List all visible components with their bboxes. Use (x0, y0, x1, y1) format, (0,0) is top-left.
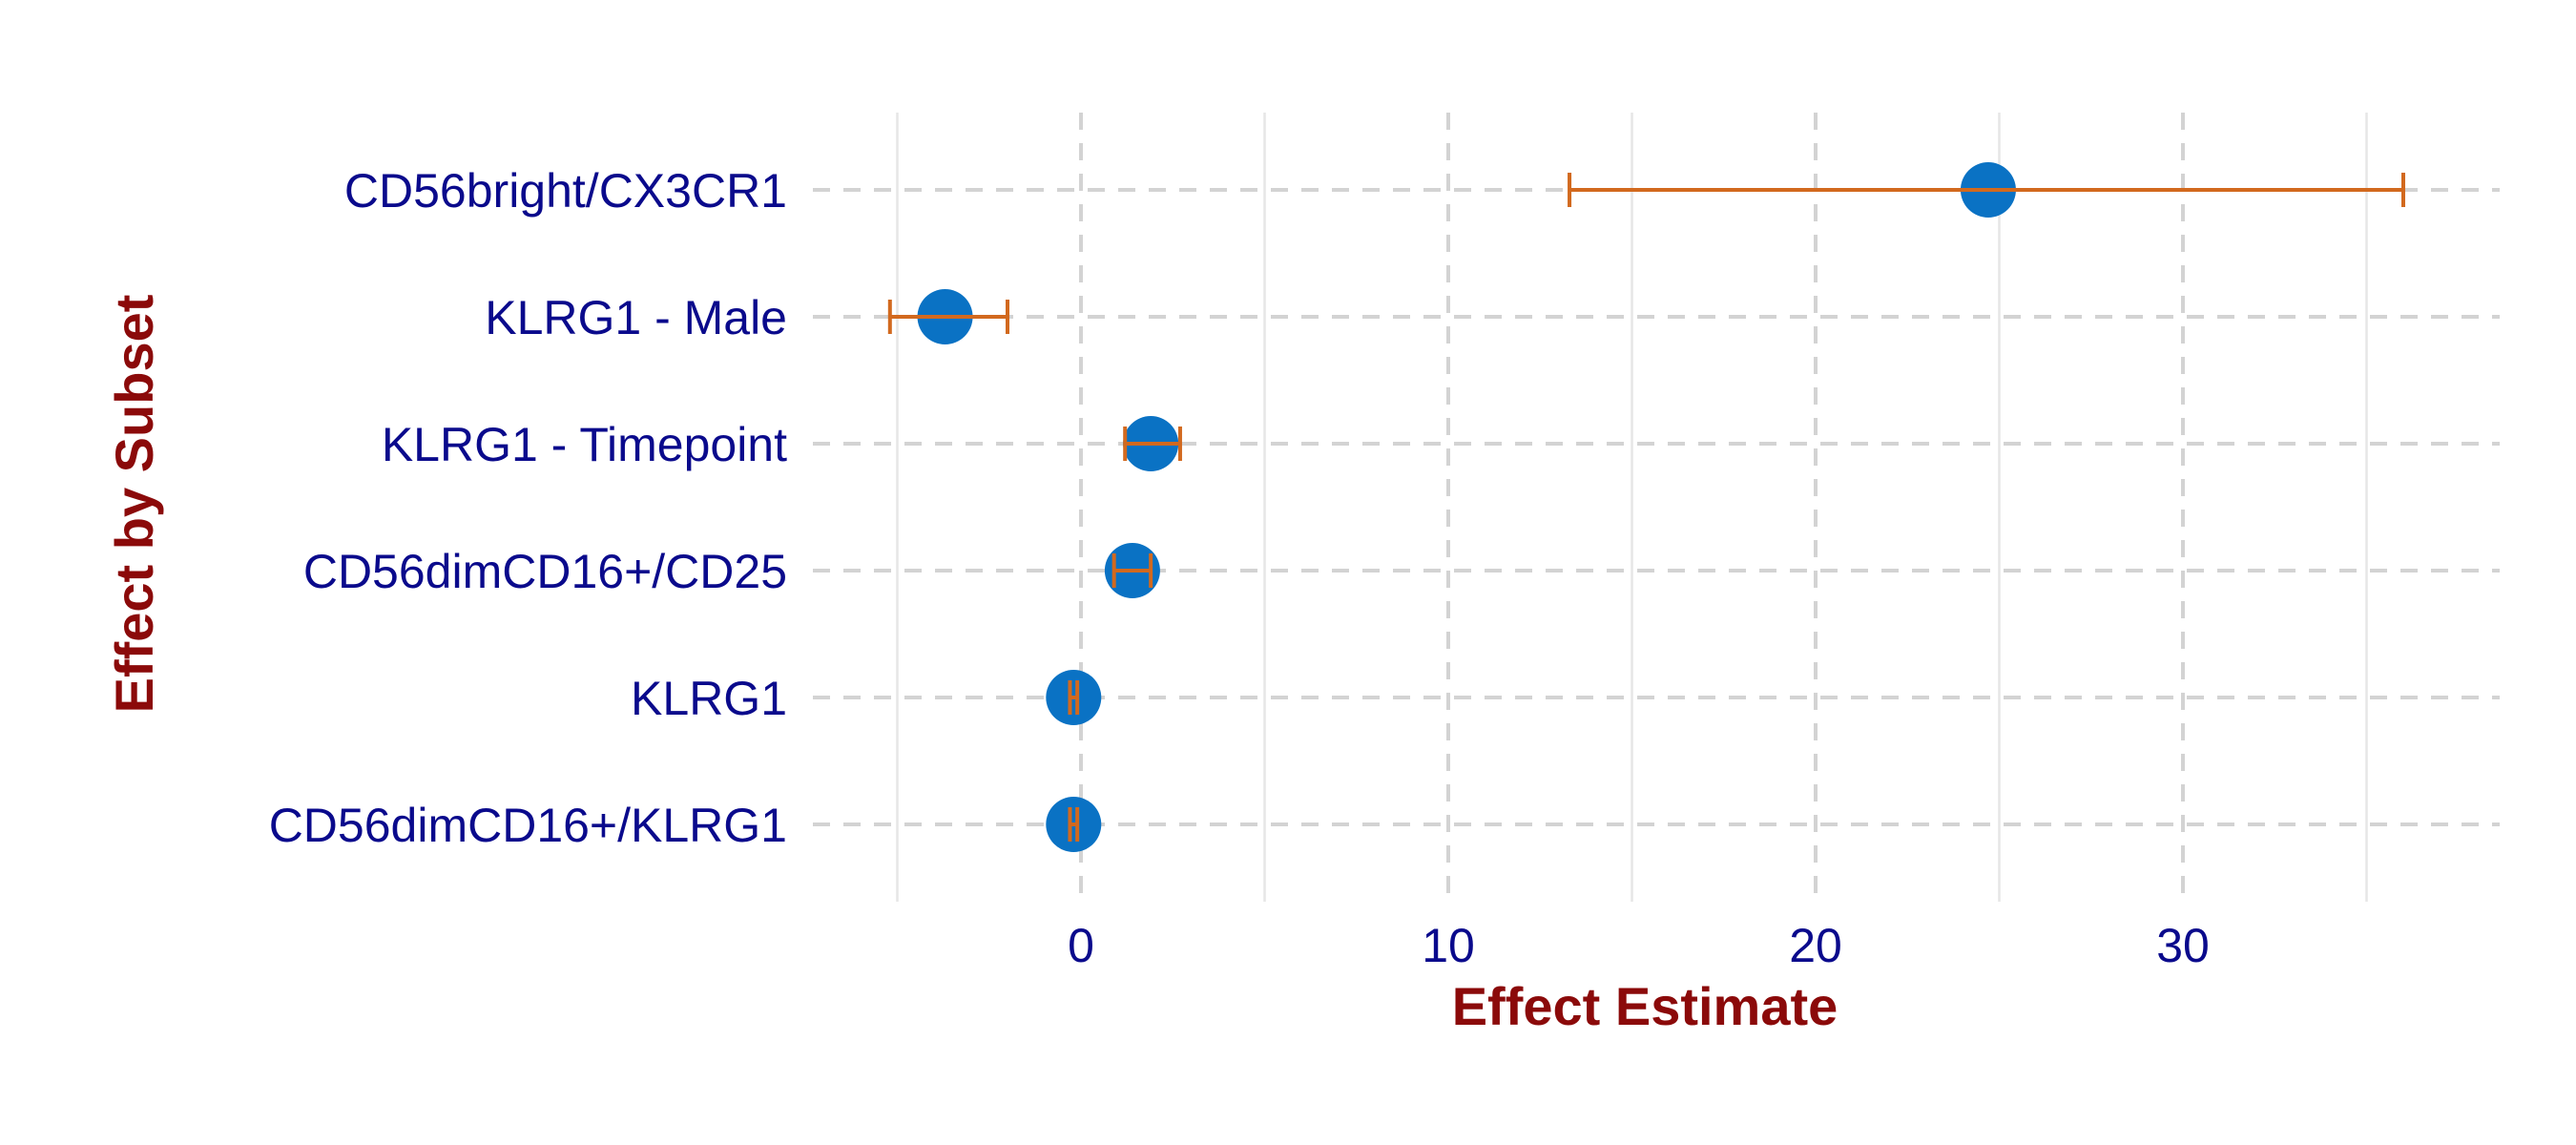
data-marks (887, 162, 2405, 852)
x-axis-labels: 0 10 20 30 (1068, 919, 2210, 972)
y-tick-label: CD56bright/CX3CR1 (344, 164, 787, 218)
x-tick-label: 30 (2156, 919, 2210, 972)
y-tick-label: KLRG1 (631, 672, 787, 725)
x-axis-title: Effect Estimate (1452, 976, 1839, 1036)
y-tick-label: CD56dimCD16+/KLRG1 (269, 799, 787, 852)
y-tick-label: KLRG1 - Male (485, 291, 787, 344)
x-tick-label: 0 (1068, 919, 1094, 972)
x-tick-label: 20 (1789, 919, 1842, 972)
y-tick-label: KLRG1 - Timepoint (382, 418, 787, 471)
y-tick-label: CD56dimCD16+/CD25 (303, 545, 787, 598)
x-tick-label: 10 (1422, 919, 1475, 972)
grid (813, 113, 2500, 902)
y-axis-title: Effect by Subset (104, 295, 164, 714)
y-axis-labels: CD56bright/CX3CR1 KLRG1 - Male KLRG1 - Tim… (269, 164, 787, 852)
